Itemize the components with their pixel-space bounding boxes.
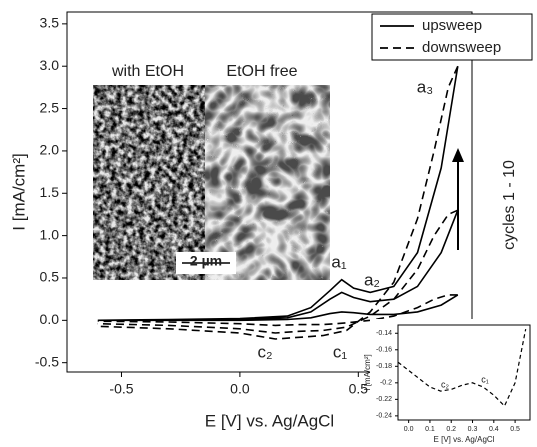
annotation: a₃ (417, 77, 433, 96)
y-tick-label: 0.0 (40, 311, 60, 327)
annotation: c₁ (333, 342, 348, 361)
y-tick-label: 3.0 (40, 57, 60, 73)
series-line (97, 66, 459, 322)
arrow-head (452, 148, 464, 162)
annotation: c₂ (257, 342, 272, 361)
x-tick-label: 0.0 (230, 380, 250, 396)
y-tick-label: -0.24 (376, 413, 392, 420)
y-tick-label: 3.5 (40, 15, 60, 31)
series-line (97, 65, 459, 340)
image-label: 2 µm (190, 253, 222, 269)
plot-frame (397, 324, 531, 421)
legend-box (371, 13, 533, 61)
x-axis-label: E [V] vs. Ag/AgCl (434, 435, 495, 444)
x-tick-label: 0.5 (349, 380, 369, 396)
y-tick-label: -0.16 (376, 347, 392, 354)
sem-images (93, 85, 330, 280)
y-axis-label: I [mA/cm²] (363, 354, 372, 390)
x-tick-label: 0.5 (510, 426, 520, 433)
y-tick-label: 2.5 (40, 99, 60, 115)
image-label: EtOH free (226, 63, 297, 80)
annotation: a₂ (364, 270, 380, 289)
y-tick-label: 2.0 (40, 142, 60, 158)
image-label: with EtOH (111, 63, 184, 80)
legend-label: downsweep (422, 39, 501, 56)
x-tick-label: 0.4 (489, 426, 499, 433)
x-tick-label: -0.5 (109, 380, 133, 396)
y-tick-label: -0.18 (376, 363, 392, 370)
cycle-arrow (452, 148, 464, 250)
y-axis-label: I [mA/cm²] (9, 153, 28, 230)
x-axis-label: E [V] vs. Ag/AgCl (205, 411, 334, 430)
sem-with-etoh (93, 85, 205, 280)
y-tick-label: -0.2 (380, 380, 392, 387)
sem-etoh-free (205, 85, 330, 280)
y-tick-label: 1.0 (40, 226, 60, 242)
y-tick-label: 1.5 (40, 184, 60, 200)
annotation: a₁ (331, 252, 346, 271)
y-tick-label: -0.14 (376, 330, 392, 337)
x-tick-label: 0.0 (404, 426, 414, 433)
x-tick-label: 0.3 (468, 426, 478, 433)
y-tick-label: -0.5 (35, 353, 59, 369)
annotation: c₂ (441, 379, 450, 389)
y-tick-label: 0.5 (40, 269, 60, 285)
y-tick-label: -0.22 (376, 396, 392, 403)
annotation: c₁ (481, 374, 489, 384)
annotation: cycles 1 - 10 (501, 160, 518, 250)
x-tick-label: 0.2 (446, 426, 456, 433)
x-tick-label: 0.1 (425, 426, 435, 433)
plot-frame (66, 11, 473, 373)
legend-label: upsweep (422, 17, 482, 34)
